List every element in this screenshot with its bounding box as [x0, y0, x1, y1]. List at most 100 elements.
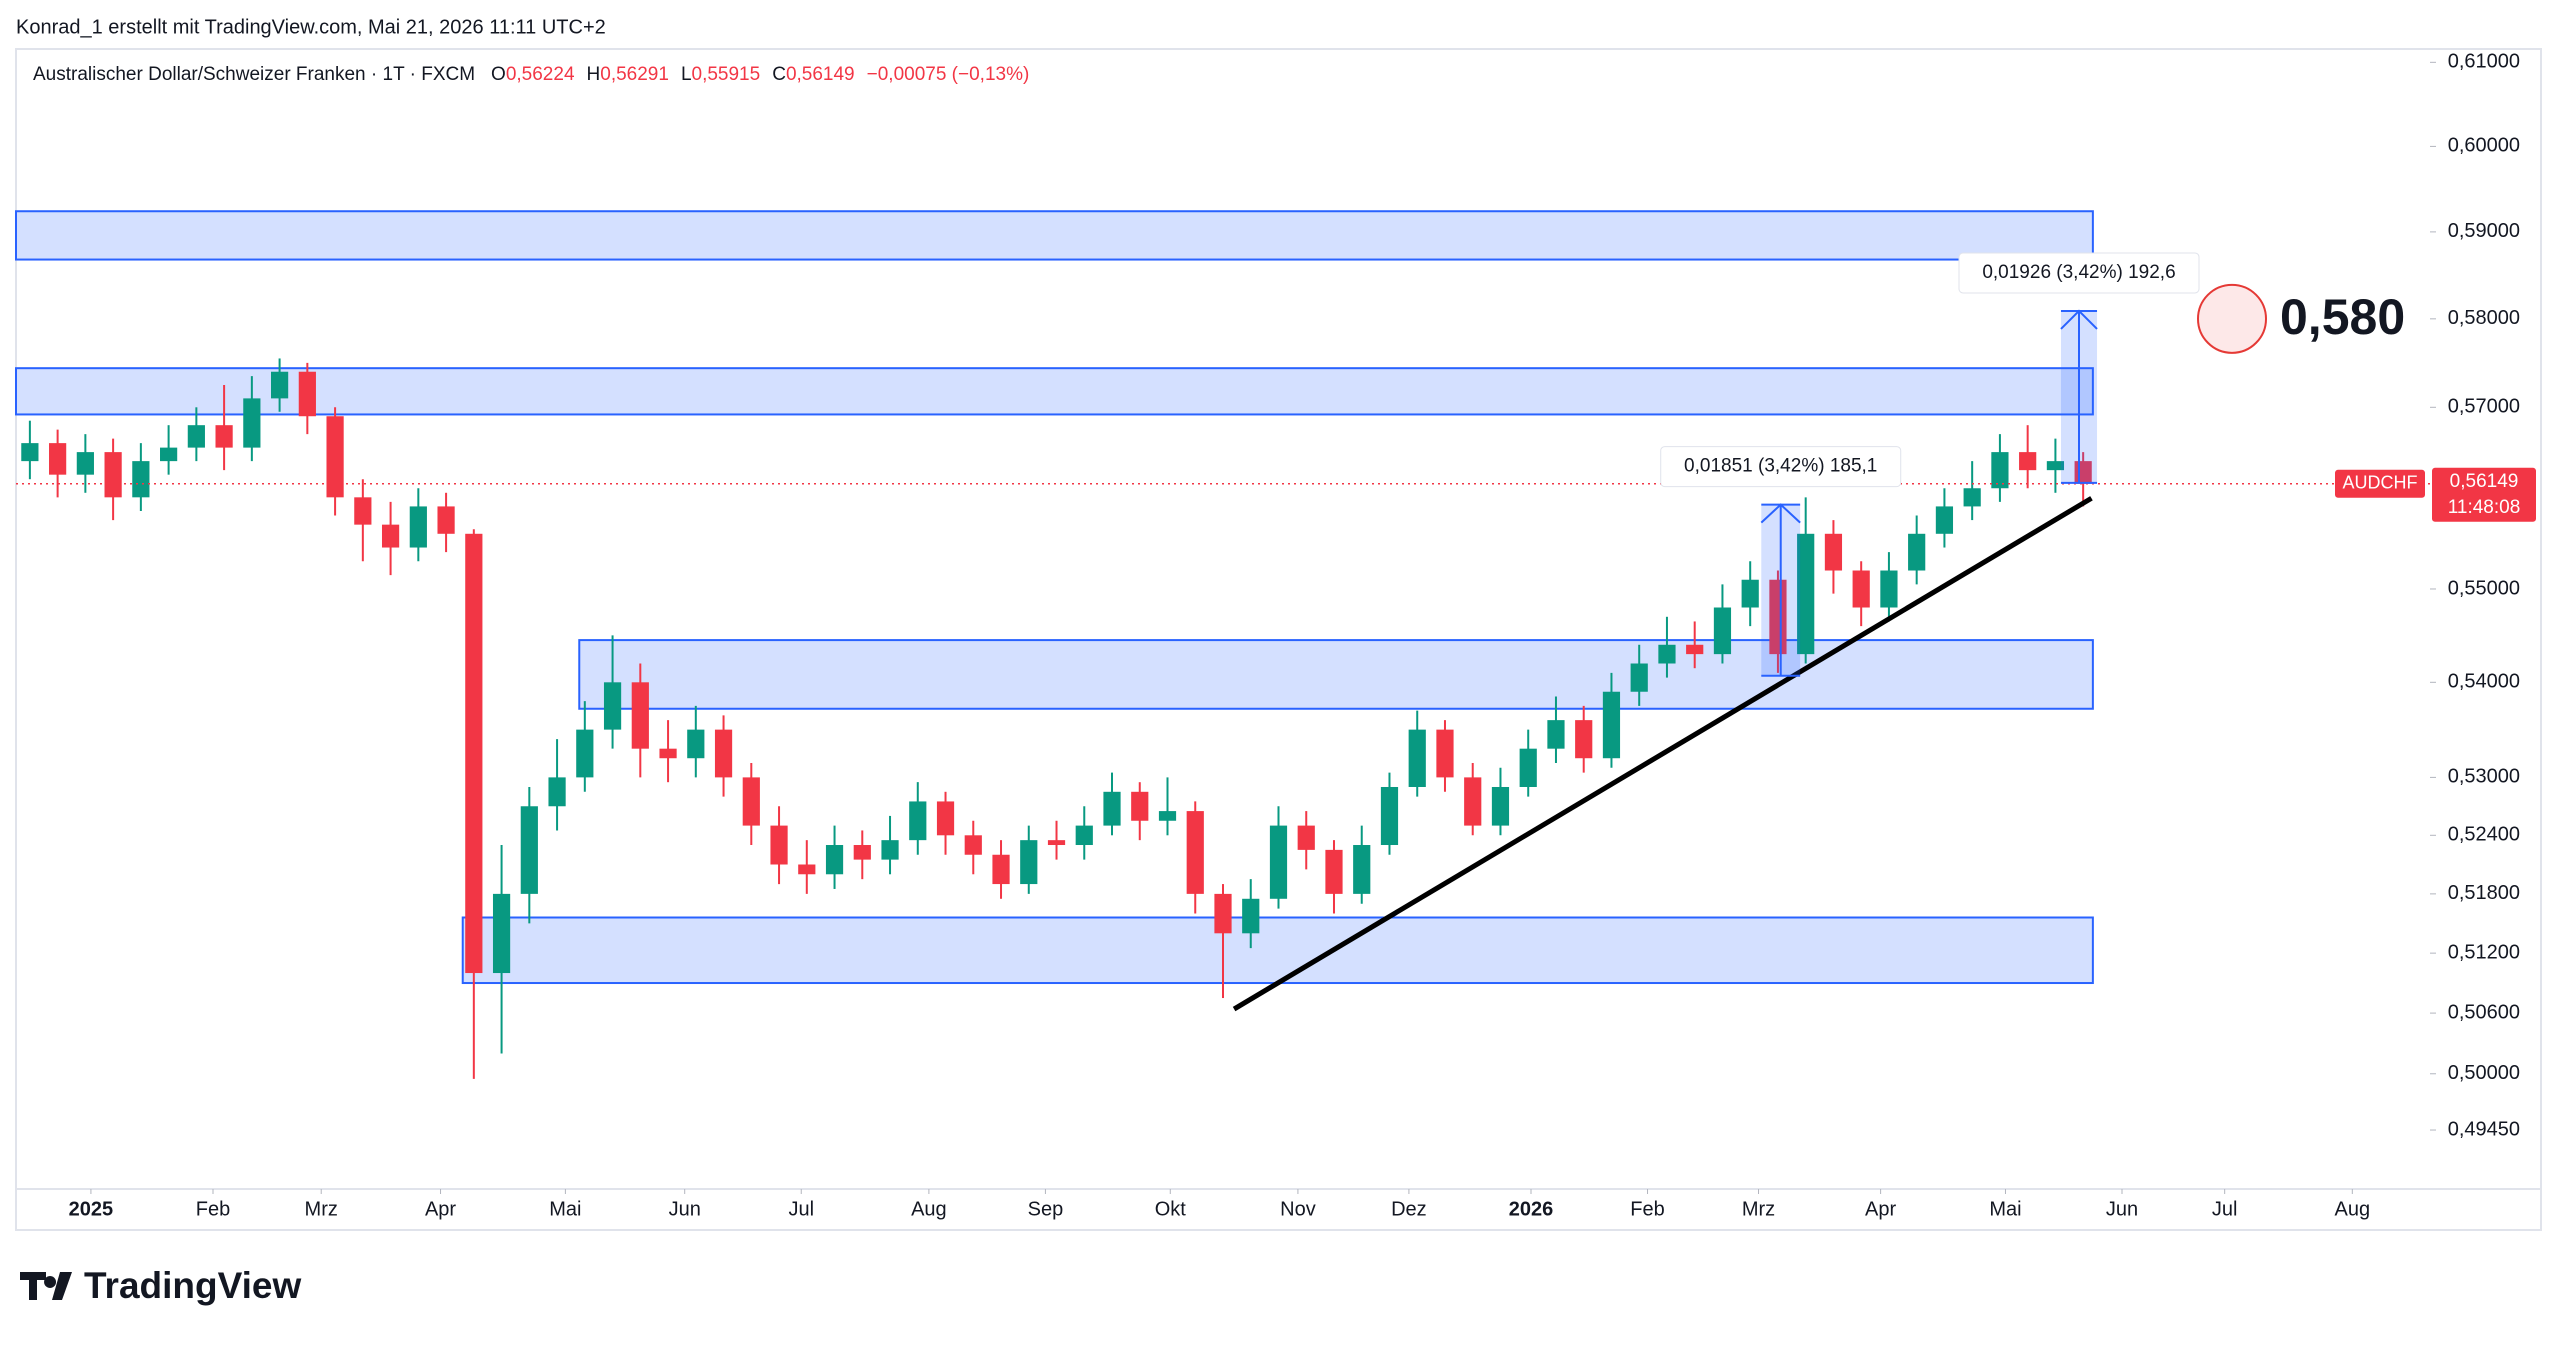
candle-body	[548, 777, 566, 807]
measure-arrowhead	[2060, 309, 2098, 330]
y-tick-label: 0,59000	[2448, 220, 2520, 242]
candle-body	[104, 452, 122, 498]
candle-body	[1908, 533, 1926, 571]
x-tick-label: Aug	[2335, 1198, 2371, 1220]
candle-body	[1242, 898, 1260, 934]
credit: Konrad_1 erstellt mit TradingView.com, M…	[16, 16, 606, 38]
candle-body	[21, 443, 39, 462]
candle-body	[520, 806, 538, 894]
x-tick-label: Okt	[1155, 1198, 1187, 1220]
measure-label-box	[1660, 446, 1902, 488]
ohlc-key: O	[491, 64, 506, 85]
ohlc-value: 0,55915	[692, 64, 761, 85]
x-tick-label: Feb	[1630, 1198, 1664, 1220]
brand-name: TradingView	[84, 1265, 301, 1306]
candle-body	[1158, 811, 1177, 821]
symbol-tag: AUDCHF	[2343, 473, 2418, 493]
ohlc-value: 0,56149	[786, 64, 855, 85]
candle-body	[770, 825, 788, 865]
candle-body	[1547, 720, 1565, 749]
candle-body	[1491, 786, 1510, 826]
candle-body	[132, 461, 150, 498]
y-tick-label: 0,61000	[2448, 51, 2520, 73]
countdown: 11:48:08	[2448, 497, 2521, 518]
x-tick-label: Apr	[1865, 1198, 1896, 1220]
candle-body	[492, 893, 511, 974]
candle-body	[326, 416, 344, 498]
trendline	[1232, 496, 2093, 1012]
candle-body	[603, 682, 622, 730]
price-label-box	[2432, 467, 2536, 522]
candle-body	[909, 801, 927, 841]
candle-body	[659, 748, 677, 759]
brand-logo	[20, 1272, 72, 1300]
x-tick-label: Dez	[1391, 1198, 1427, 1220]
measure-label: 0,01926 (3,42%) 192,6	[1982, 262, 2175, 283]
candle-body	[298, 371, 316, 417]
ohlc-key: H	[587, 64, 601, 85]
candle-body	[742, 777, 760, 826]
candle-body	[2046, 461, 2065, 471]
price-label: 0,56149	[2450, 471, 2519, 492]
candle-body	[1630, 663, 1648, 692]
candle-body	[354, 497, 372, 525]
x-tick-label: Mrz	[1742, 1198, 1775, 1220]
measure-arrowhead	[1760, 503, 1801, 524]
candle-body	[1408, 729, 1426, 787]
y-tick-label: 0,51800	[2448, 882, 2520, 904]
candle-body	[631, 682, 649, 749]
candle-body	[964, 835, 982, 855]
x-tick-label: Jul	[788, 1198, 814, 1220]
brand: TradingView	[20, 1265, 301, 1306]
candle-body	[465, 533, 483, 974]
ohlc-key: L	[681, 64, 692, 85]
candle-body	[1991, 452, 2009, 489]
candle-body	[381, 524, 400, 548]
candle-body	[1658, 644, 1676, 664]
candle-body	[1103, 791, 1121, 826]
candle-body	[49, 443, 67, 475]
candle-body	[1020, 840, 1038, 885]
candle-body	[1380, 786, 1399, 846]
y-tick-label: 0,57000	[2448, 396, 2520, 418]
candle-body	[936, 801, 955, 836]
x-tick-label: Jul	[2212, 1198, 2238, 1220]
candle-body	[1297, 825, 1315, 850]
candle-body	[1880, 570, 1898, 608]
candle-body	[2019, 452, 2037, 471]
y-tick-label: 0,60000	[2448, 135, 2520, 157]
zone	[578, 639, 2094, 710]
x-tick-label: Aug	[911, 1198, 947, 1220]
candle-body	[798, 864, 816, 875]
y-tick-label: 0,49450	[2448, 1118, 2520, 1140]
measure-label: 0,01851 (3,42%) 185,1	[1684, 456, 1877, 477]
candle-body	[270, 371, 289, 399]
candle-body	[1602, 691, 1621, 759]
zone	[15, 367, 2094, 416]
ohlc-value: 0,56224	[506, 64, 575, 85]
ohlc-value: 0,56291	[600, 64, 669, 85]
x-tick-label: Feb	[196, 1198, 230, 1220]
candle-body	[992, 854, 1010, 885]
target-marker	[2197, 283, 2267, 354]
candle-body	[1824, 533, 1843, 571]
x-tick-label: Jun	[669, 1198, 701, 1220]
candle-body	[1519, 748, 1537, 787]
candle-body	[714, 729, 733, 778]
symbol-name: Australischer Dollar/Schweizer Franken ·…	[33, 64, 475, 85]
plot: 0,01851 (3,42%) 185,1 0,01926 (3,42%) 192…	[15, 210, 2430, 1079]
candle-body	[437, 506, 455, 534]
candle-body	[1186, 811, 1204, 894]
change: −0,00075 (−0,13%)	[867, 64, 1030, 85]
candle-body	[409, 506, 427, 548]
x-tick-label: Mrz	[305, 1198, 338, 1220]
candle-body	[1852, 570, 1870, 608]
x-tick-label: Apr	[425, 1198, 456, 1220]
candle-body	[576, 729, 594, 778]
x-tick-label: Jun	[2106, 1198, 2138, 1220]
candle-body	[160, 447, 178, 462]
target-label: 0,580	[2280, 289, 2405, 345]
candle-body	[1214, 893, 1232, 934]
candle-body	[687, 729, 705, 759]
